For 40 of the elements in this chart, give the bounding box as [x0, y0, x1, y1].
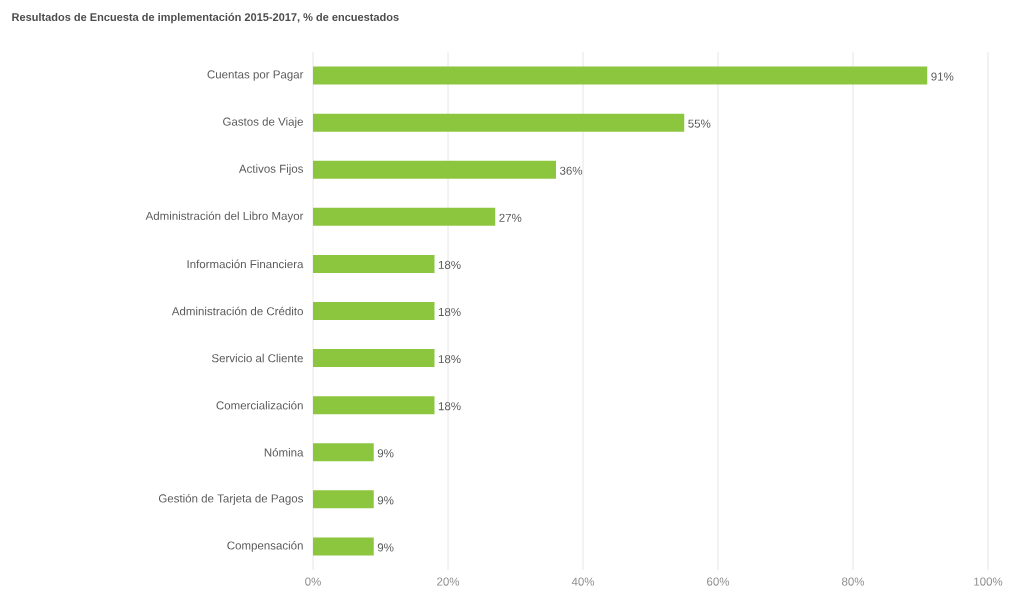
bar: [313, 443, 374, 462]
bar: [313, 160, 556, 179]
data-label: 9%: [377, 543, 394, 552]
y-tick-label: Administración de Crédito: [171, 306, 303, 316]
text: Resultados de Encuesta de implementación 2015-2017, % de encuestados: [12, 12, 399, 24]
x-tick-label: 0%: [305, 577, 321, 586]
y-tick-label: Gastos de Viaje: [223, 117, 303, 128]
x-tick-label: 100%: [974, 577, 1003, 586]
y-tick-label: Comercialización: [216, 400, 303, 410]
bar: [313, 254, 435, 273]
bar: [313, 113, 685, 132]
y-tick-label: Administración del Libro Mayor: [145, 211, 304, 223]
data-label: 9%: [377, 449, 394, 458]
y-tick-label: Gestión de Tarjeta de Pagos: [158, 493, 304, 505]
y-tick-label: Cuentas por Pagar: [207, 70, 304, 81]
x-tick-label: 20%: [437, 577, 460, 586]
data-label: 55%: [688, 119, 711, 128]
data-label: 18%: [438, 307, 461, 317]
data-label: 91%: [931, 72, 954, 81]
data-label: 36%: [559, 166, 583, 175]
data-label: 27%: [499, 213, 522, 222]
y-tick-label: Servicio al Cliente: [211, 353, 303, 363]
data-label: 9%: [377, 496, 394, 505]
bar: [313, 537, 374, 556]
data-label: 18%: [438, 402, 461, 411]
bar: [313, 490, 374, 509]
x-tick-label: 60%: [707, 577, 730, 586]
bar: [313, 207, 496, 226]
x-tick-label: 40%: [571, 577, 595, 586]
bar: [313, 349, 435, 368]
data-label: 18%: [438, 260, 461, 269]
bar: [313, 302, 435, 320]
y-tick-label: Nómina: [264, 447, 304, 457]
data-label: 18%: [438, 355, 461, 364]
y-tick-label: Activos Fijos: [238, 164, 304, 176]
y-tick-label: Compensación: [227, 541, 303, 552]
x-tick-label: 80%: [841, 577, 865, 586]
y-tick-label: Información Financiera: [187, 259, 304, 269]
bar: [313, 66, 928, 85]
bar: [313, 396, 435, 415]
